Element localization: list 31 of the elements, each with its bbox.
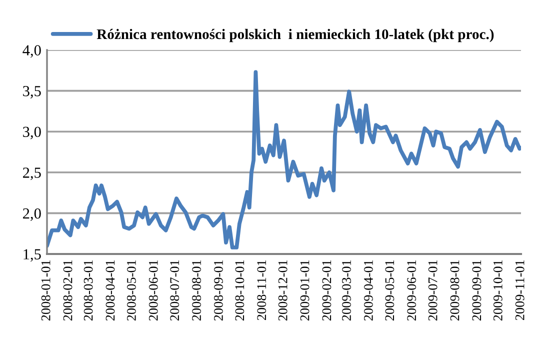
x-tick-label: 2008-11-01 xyxy=(257,260,266,320)
x-tick-label: 2008-12-01 xyxy=(278,260,288,321)
x-tick-label: 2009-02-01 xyxy=(322,260,332,321)
y-tick-label: 1,5 xyxy=(24,249,41,262)
y-tick-label: 4,0 xyxy=(22,45,41,58)
x-tick-label: 2008-10-01 xyxy=(235,260,244,321)
x-tick-label: 2009-05-01 xyxy=(385,260,394,321)
x-tick-label: 2008-08-01 xyxy=(192,260,201,321)
x-tick-label: 2009-06-01 xyxy=(407,260,416,321)
y-tick-label: 3,0 xyxy=(23,126,41,140)
x-tick-label: 2008-01-01 xyxy=(41,260,50,321)
x-tick-label: 2008-09-01 xyxy=(214,260,223,321)
legend-label: Różnica rentowności polskich i niemieckich 10-latek (pkt proc.) xyxy=(96,28,494,42)
x-tick-label: 2009-01-01 xyxy=(300,260,310,321)
x-tick-label: 2009-08-01 xyxy=(450,260,460,321)
x-tick-label: 2009-11-01 xyxy=(515,260,524,320)
x-tick-label: 2008-06-01 xyxy=(148,260,158,321)
y-tick-label: 2,5 xyxy=(23,168,41,180)
y-tick-label: 2,0 xyxy=(23,208,41,221)
x-tick-label: 2009-03-01 xyxy=(342,260,351,321)
x-tick-label: 2008-04-01 xyxy=(106,260,115,321)
x-tick-label: 2009-07-01 xyxy=(428,260,438,321)
x-tick-label: 2008-05-01 xyxy=(127,260,136,321)
y-tick-label: 3,5 xyxy=(23,86,41,98)
x-tick-label: 2008-02-01 xyxy=(63,260,72,321)
x-tick-label: 2008-03-01 xyxy=(84,260,93,321)
x-tick-label: 2008-07-01 xyxy=(170,260,180,321)
x-tick-label: 2009-10-01 xyxy=(493,260,502,321)
x-tick-label: 2009-09-01 xyxy=(472,260,482,321)
x-tick-label: 2009-04-01 xyxy=(364,260,373,321)
line-series xyxy=(47,70,521,250)
